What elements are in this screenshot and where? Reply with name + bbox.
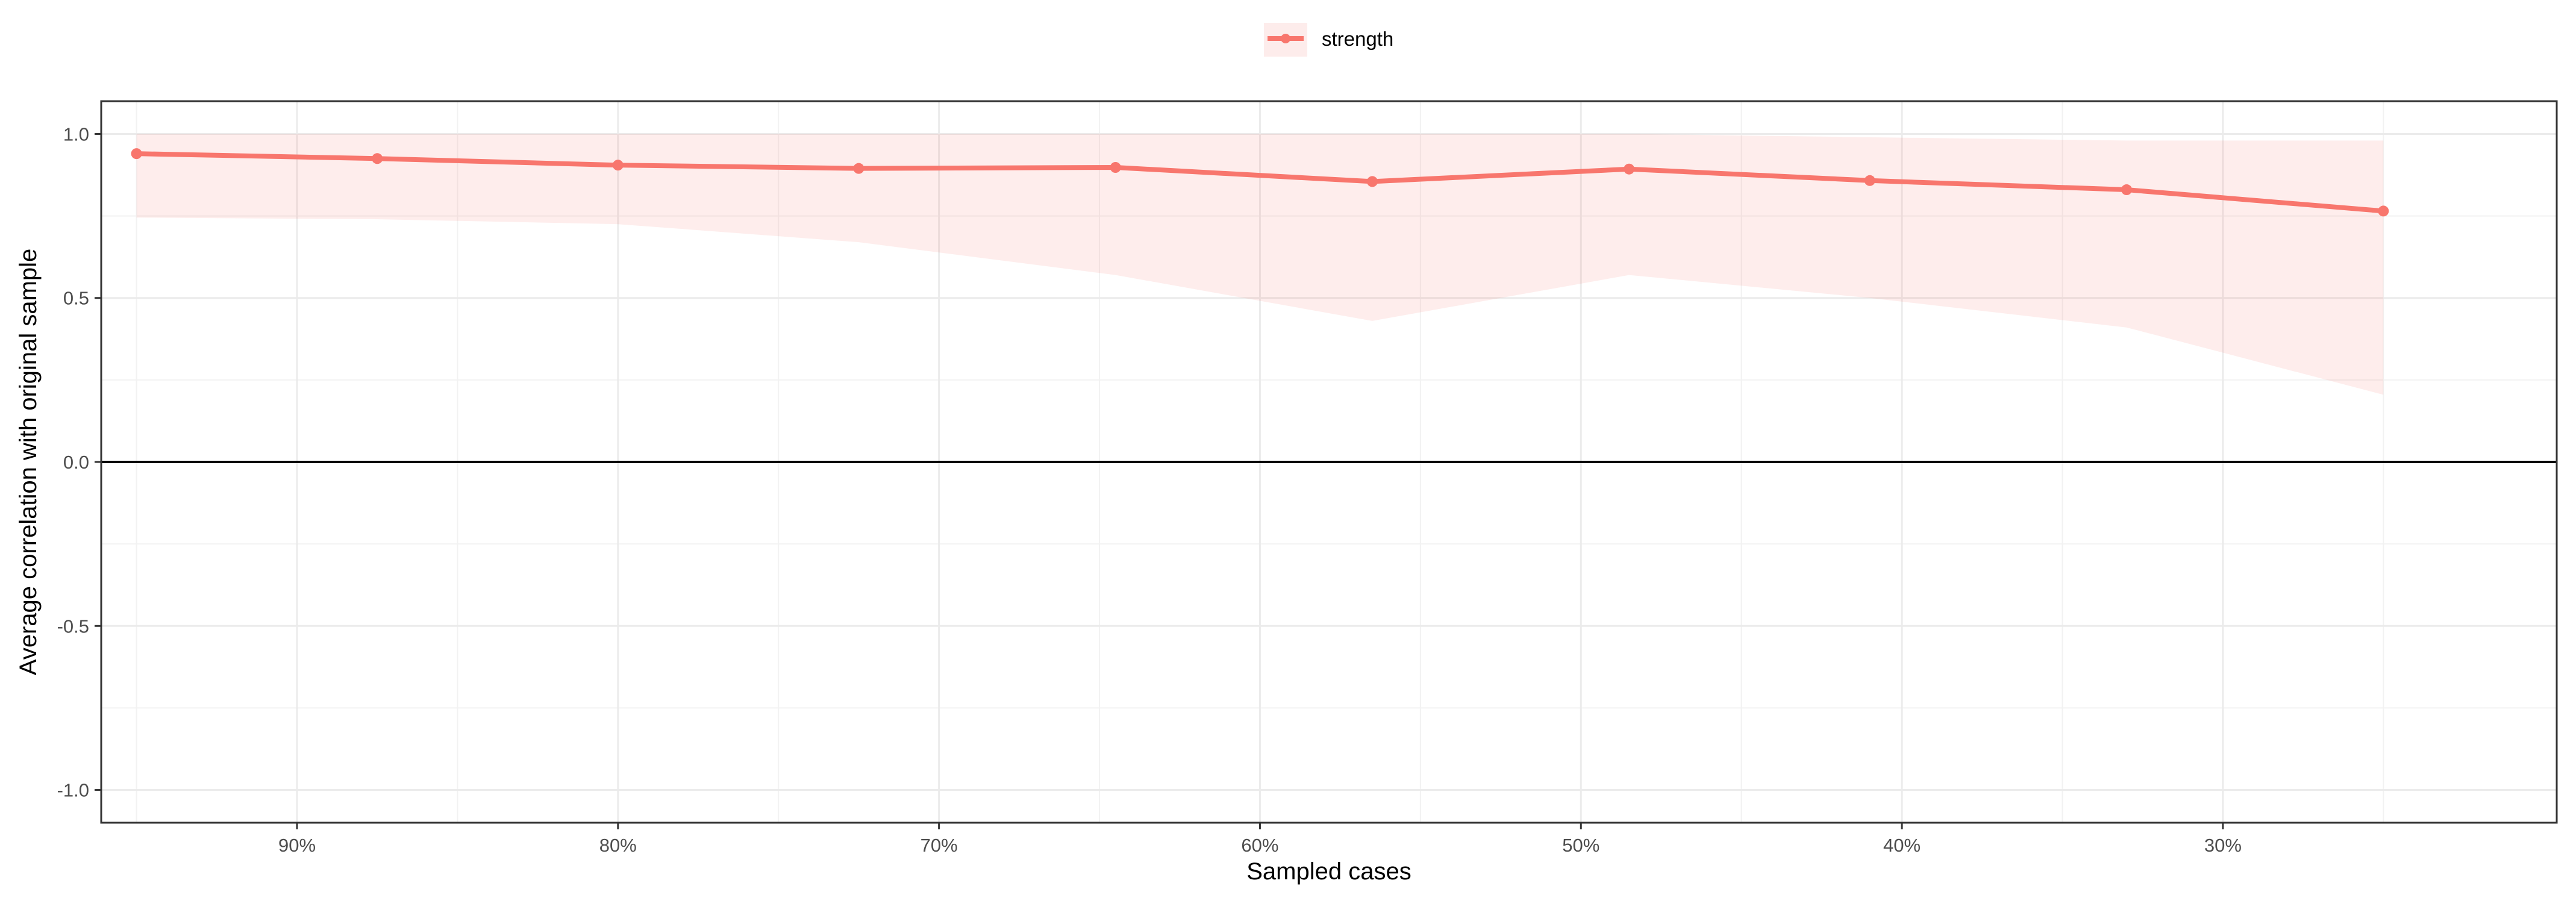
y-tick-label: 0.0 (63, 452, 89, 473)
data-point (2121, 184, 2133, 196)
legend-key-point (1281, 34, 1290, 43)
legend: strength (1264, 23, 1393, 57)
series-layer (131, 148, 2389, 217)
x-tick-label: 60% (1241, 835, 1278, 856)
confidence-ribbon (136, 134, 2384, 395)
data-point (1864, 175, 1875, 186)
x-tick-label: 30% (2204, 835, 2242, 856)
y-axis-ticks: -1.0 -0.5 0.0 0.5 1.0 (57, 123, 101, 801)
data-point (1624, 163, 1635, 175)
y-tick-label: -0.5 (57, 616, 89, 637)
x-tick-label: 40% (1883, 835, 1921, 856)
y-axis-title: Average correlation with original sample (15, 249, 42, 676)
y-tick-label: 1.0 (63, 123, 89, 145)
series-line-strength (134, 151, 2386, 214)
data-point (612, 160, 624, 171)
grid-minor (101, 101, 2557, 823)
data-point (1366, 176, 1378, 187)
x-tick-label: 50% (1562, 835, 1599, 856)
x-axis-ticks: 90% 80% 70% 60% 50% 40% 30% (278, 823, 2242, 856)
data-point (853, 163, 864, 174)
x-tick-label: 90% (278, 835, 316, 856)
y-tick-label: 0.5 (63, 288, 89, 309)
y-tick-label: -1.0 (57, 780, 89, 801)
x-tick-label: 80% (599, 835, 637, 856)
ribbon-layer (136, 134, 2384, 395)
data-point (372, 153, 383, 164)
data-point (1110, 161, 1121, 173)
data-point (2378, 205, 2389, 217)
x-tick-label: 70% (921, 835, 958, 856)
data-point (131, 148, 142, 160)
legend-label: strength (1322, 28, 1393, 50)
x-axis-title: Sampled cases (1246, 858, 1411, 885)
